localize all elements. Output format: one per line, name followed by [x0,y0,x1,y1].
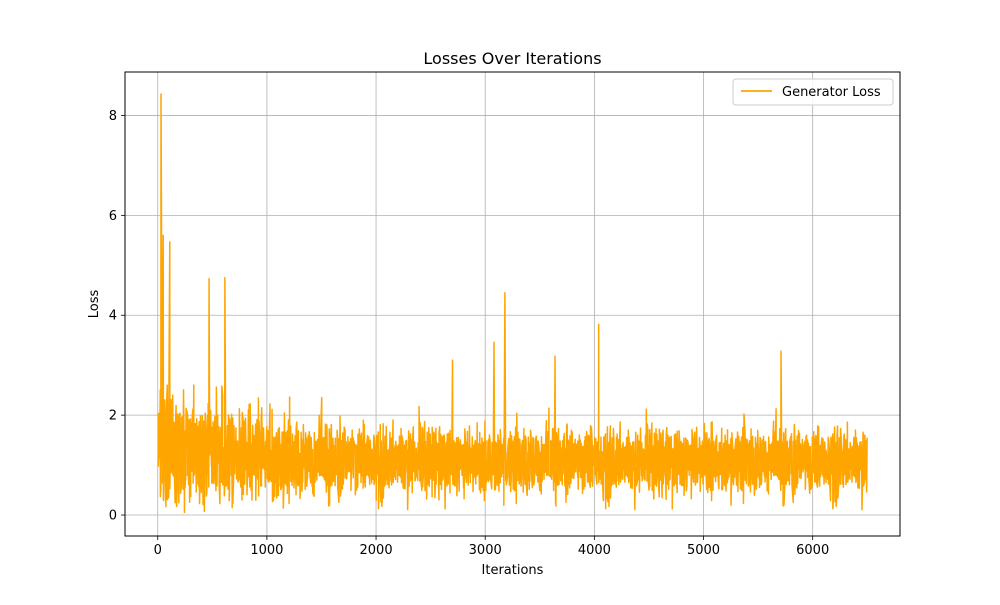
legend: Generator Loss [732,78,894,106]
x-tick-label: 4000 [578,543,611,558]
y-tick-label: 2 [109,409,117,424]
x-tick-label: 6000 [796,543,829,558]
y-tick-label: 8 [109,109,117,124]
grid [125,72,900,536]
legend-box [732,78,894,106]
plot-frame [124,71,901,537]
series-line-generator-loss [157,93,868,514]
x-tick-label: 5000 [687,543,720,558]
y-tick-label: 4 [109,309,117,324]
x-tick-label: 0 [154,543,162,558]
x-axis-ticks: 0 1000 2000 3000 4000 5000 6000 [154,536,829,558]
x-tick-label: 2000 [360,543,393,558]
x-axis-label: Iterations [482,563,544,578]
y-tick-label: 6 [109,209,117,224]
legend-label-generator-loss: Generator Loss [782,85,881,100]
series-layer [157,93,868,514]
y-tick-label: 0 [109,509,117,524]
x-tick-label: 3000 [469,543,502,558]
chart-title: Losses Over Iterations [423,49,601,68]
y-axis-ticks: 0 2 4 6 8 [109,109,125,524]
y-axis-label: Loss [87,290,102,319]
x-tick-label: 1000 [250,543,283,558]
